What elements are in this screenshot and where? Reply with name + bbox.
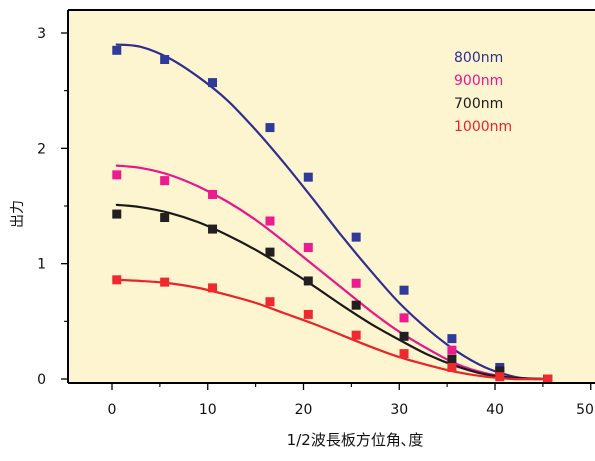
data-point-1000nm <box>399 349 409 359</box>
y-tick-labels: 0 1 2 3 <box>37 26 46 388</box>
data-point-800nm <box>265 123 275 133</box>
legend-entry-900nm: 900nm <box>454 73 503 89</box>
legend: 800nm 900nm 700nm 1000nm <box>454 50 512 135</box>
data-point-1000nm <box>208 283 218 293</box>
x-tick-label: 40 <box>486 402 504 418</box>
fit-line-900nm <box>115 164 549 381</box>
data-point-900nm <box>351 278 361 288</box>
data-point-900nm <box>112 170 122 180</box>
data-point-1000nm <box>351 330 361 340</box>
data-point-1000nm <box>112 275 122 285</box>
data-point-700nm <box>399 331 409 341</box>
y-tick-label: 2 <box>37 141 46 157</box>
data-point-900nm <box>160 176 170 186</box>
data-point-700nm <box>495 366 505 376</box>
data-point-900nm <box>265 216 275 226</box>
x-tick-label: 30 <box>390 402 408 418</box>
data-point-700nm <box>208 224 218 234</box>
data-point-1000nm <box>265 297 275 307</box>
y-tick-label: 1 <box>37 257 46 273</box>
x-tick-labels: 0 10 20 30 40 50 <box>108 402 594 418</box>
data-point-900nm <box>303 243 313 253</box>
x-tick-label: 0 <box>108 402 117 418</box>
data-point-800nm <box>303 172 313 182</box>
data-point-800nm <box>112 45 122 55</box>
data-point-900nm <box>447 345 457 355</box>
fit-line-800nm <box>115 43 549 381</box>
data-point-1000nm <box>495 372 505 382</box>
major-ticks <box>61 32 592 390</box>
y-tick-label: 0 <box>37 372 46 388</box>
data-point-700nm <box>447 354 457 364</box>
x-tick-label: 10 <box>199 402 217 418</box>
y-axis-label: 出力 <box>10 200 26 228</box>
data-point-700nm <box>303 276 313 286</box>
data-point-1000nm <box>303 309 313 319</box>
legend-entry-1000nm: 1000nm <box>454 119 512 135</box>
data-point-700nm <box>265 247 275 257</box>
data-point-800nm <box>208 78 218 88</box>
data-point-1000nm <box>543 374 553 384</box>
x-tick-label: 20 <box>295 402 313 418</box>
data-point-800nm <box>351 232 361 242</box>
data-point-700nm <box>112 209 122 219</box>
data-point-900nm <box>399 313 409 323</box>
y-tick-label: 3 <box>37 26 46 42</box>
fit-line-1000nm <box>115 278 549 381</box>
data-point-800nm <box>160 55 170 65</box>
x-axis-label: 1/2波長板方位角､度 <box>287 431 424 449</box>
markers <box>112 45 553 384</box>
data-point-700nm <box>351 300 361 310</box>
data-point-700nm <box>160 213 170 223</box>
data-point-1000nm <box>447 362 457 372</box>
plot-background <box>68 10 595 383</box>
fit-lines <box>115 43 549 381</box>
legend-entry-700nm: 700nm <box>454 96 503 112</box>
data-point-900nm <box>208 189 218 199</box>
data-point-1000nm <box>160 277 170 287</box>
legend-entry-800nm: 800nm <box>454 50 503 66</box>
data-point-800nm <box>399 285 409 295</box>
fit-line-700nm <box>115 203 549 381</box>
data-point-800nm <box>447 334 457 344</box>
x-tick-label: 50 <box>576 402 594 418</box>
